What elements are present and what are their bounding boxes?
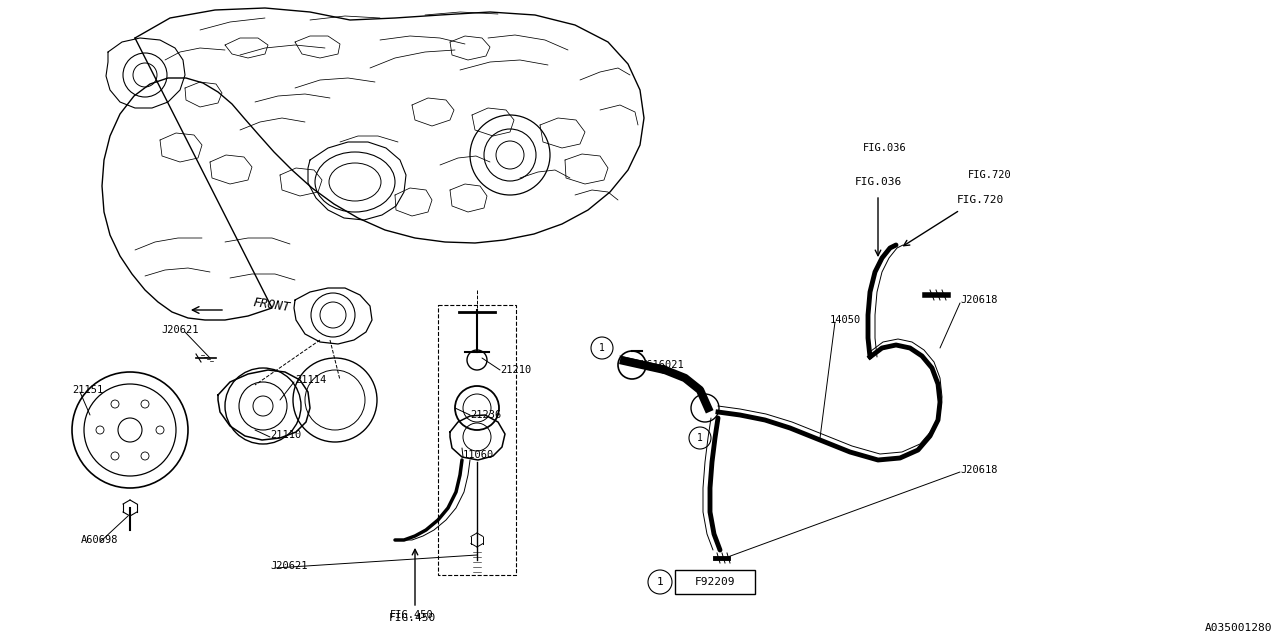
Text: J20621: J20621 — [161, 325, 198, 335]
Text: FIG.450: FIG.450 — [390, 610, 434, 620]
Text: 1: 1 — [599, 343, 605, 353]
Text: J20621: J20621 — [270, 561, 307, 571]
Text: 14050: 14050 — [829, 315, 861, 325]
Text: J20618: J20618 — [960, 295, 997, 305]
Text: 21114: 21114 — [294, 375, 326, 385]
Text: 1: 1 — [698, 433, 703, 443]
Text: F92209: F92209 — [695, 577, 735, 587]
Text: 1: 1 — [657, 577, 663, 587]
Text: FIG.036: FIG.036 — [863, 143, 906, 153]
Text: 21110: 21110 — [270, 430, 301, 440]
Bar — [438, 305, 516, 575]
Text: FIG.720: FIG.720 — [968, 170, 1012, 180]
Text: J20618: J20618 — [960, 465, 997, 475]
Text: FRONT: FRONT — [252, 296, 291, 314]
Text: A035001280: A035001280 — [1204, 623, 1272, 633]
Bar — [675, 570, 755, 594]
Text: 11060: 11060 — [463, 450, 494, 460]
Text: A60698: A60698 — [81, 535, 119, 545]
Text: H616021: H616021 — [640, 360, 684, 370]
Text: 21210: 21210 — [500, 365, 531, 375]
Text: FIG.720: FIG.720 — [956, 195, 1004, 205]
Text: FIG.450: FIG.450 — [388, 613, 435, 623]
Text: 21236: 21236 — [470, 410, 502, 420]
Text: 21151: 21151 — [72, 385, 104, 395]
Text: FIG.036: FIG.036 — [854, 177, 901, 187]
